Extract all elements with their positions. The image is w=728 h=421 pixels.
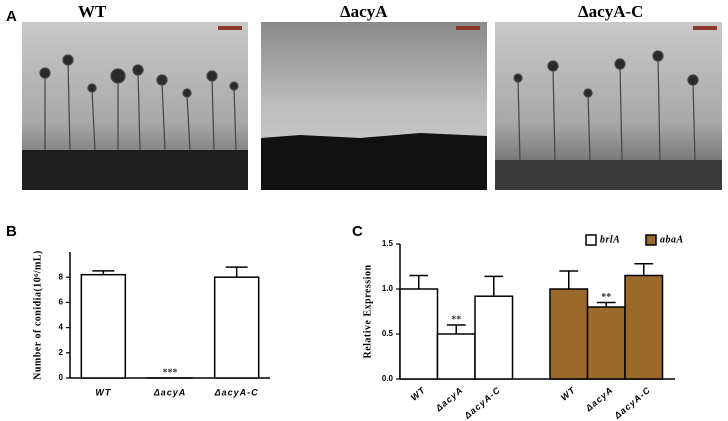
panel-label: B (6, 223, 17, 240)
y-tick-label: 4 (59, 323, 64, 332)
bar (549, 288, 589, 380)
legend-swatch (585, 234, 597, 246)
y-tick-label: 8 (59, 272, 64, 281)
y-axis-label: Relative Expression (362, 264, 373, 358)
photo (22, 22, 248, 190)
x-tick-label: WT (559, 384, 578, 402)
photo (261, 22, 487, 190)
y-tick-label: 1.0 (382, 284, 394, 293)
panel-label: A (6, 8, 17, 25)
x-tick-label: WT (95, 387, 111, 397)
x-tick-label: ΔacyA-C (214, 387, 259, 397)
photo-title: ΔacyA-C (578, 2, 643, 21)
x-tick-label: WT (409, 384, 428, 402)
annotation: ** (451, 314, 461, 325)
bar (474, 295, 514, 380)
photo-title: WT (78, 2, 107, 21)
y-tick-label: 0.5 (382, 329, 394, 338)
y-tick-label: 1.5 (382, 239, 394, 248)
x-tick-label: ΔacyA (433, 385, 465, 414)
x-tick-label: ΔacyA (583, 385, 615, 414)
legend-swatch (645, 234, 657, 246)
bar (624, 274, 664, 380)
annotation: ** (601, 292, 611, 303)
panel-label: C (352, 223, 363, 240)
photo-title: ΔacyA (340, 2, 388, 21)
x-tick-label: ΔacyA-C (612, 385, 653, 421)
x-tick-label: ΔacyA-C (462, 385, 503, 421)
photo (495, 22, 722, 190)
y-tick-label: 2 (59, 348, 64, 357)
bar (436, 333, 476, 380)
annotation: *** (163, 367, 178, 378)
bar (80, 273, 127, 379)
legend-label: brlA (600, 234, 620, 245)
bar (399, 288, 439, 380)
legend-label: abaA (660, 234, 684, 245)
bar (586, 306, 626, 380)
y-tick-label: 6 (59, 298, 64, 307)
y-axis-label: Number of conidia(10⁶/mL) (32, 250, 43, 380)
y-tick-label: 0.0 (382, 374, 394, 383)
bar (213, 276, 260, 379)
x-tick-label: ΔacyA (153, 387, 187, 397)
y-tick-label: 0 (59, 373, 64, 382)
